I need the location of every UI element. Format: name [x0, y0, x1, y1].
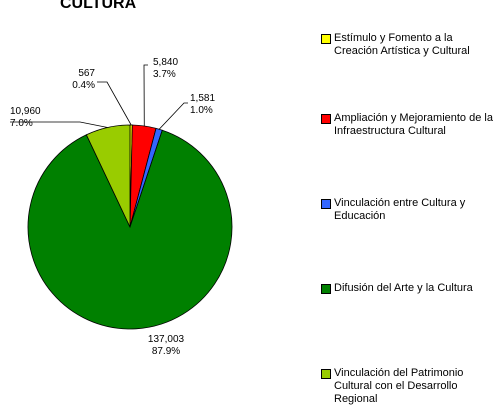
percent-label: 0.4% [72, 80, 95, 91]
leader-line [97, 81, 132, 126]
legend-swatch [321, 114, 331, 124]
percent-label: 1.0% [190, 105, 213, 116]
data-label: 5,840 [153, 57, 178, 68]
legend-swatch [321, 369, 331, 379]
leader-line [158, 102, 188, 130]
legend-label: Vinculación entre Cultura y Educación [334, 197, 466, 222]
legend-item: Ampliación y Mejoramiento de la Infraest… [321, 112, 499, 138]
data-label: 137,003 [148, 334, 185, 345]
legend-item: Vinculación entre Cultura y Educación [321, 197, 499, 223]
data-label: 1,581 [190, 93, 215, 104]
legend-swatch [321, 199, 331, 209]
legend-item: Estímulo y Fomento a la Creación Artísti… [321, 32, 499, 58]
legend-label: Vinculación del Patrimonio Cultural con … [334, 367, 464, 405]
leader-line [10, 121, 108, 128]
chart-title: CULTURA [60, 0, 137, 12]
leader-line [143, 64, 148, 127]
legend-item: Vinculación del Patrimonio Cultural con … [321, 367, 499, 406]
percent-label: 87.9% [152, 346, 180, 357]
legend-label: Estímulo y Fomento a la Creación Artísti… [334, 32, 470, 57]
legend-label: Ampliación y Mejoramiento de la Infraest… [334, 112, 493, 137]
legend-swatch [321, 284, 331, 294]
legend-swatch [321, 34, 331, 44]
percent-label: 3.7% [153, 69, 176, 80]
legend-label: Difusión del Arte y la Cultura [334, 282, 473, 294]
data-label: 567 [78, 68, 95, 79]
legend-item: Difusión del Arte y la Cultura [321, 282, 499, 295]
pie-slice [27, 129, 233, 330]
percent-label: 7.0% [10, 118, 33, 129]
pie-slice [85, 124, 131, 228]
data-label: 10,960 [10, 106, 41, 117]
